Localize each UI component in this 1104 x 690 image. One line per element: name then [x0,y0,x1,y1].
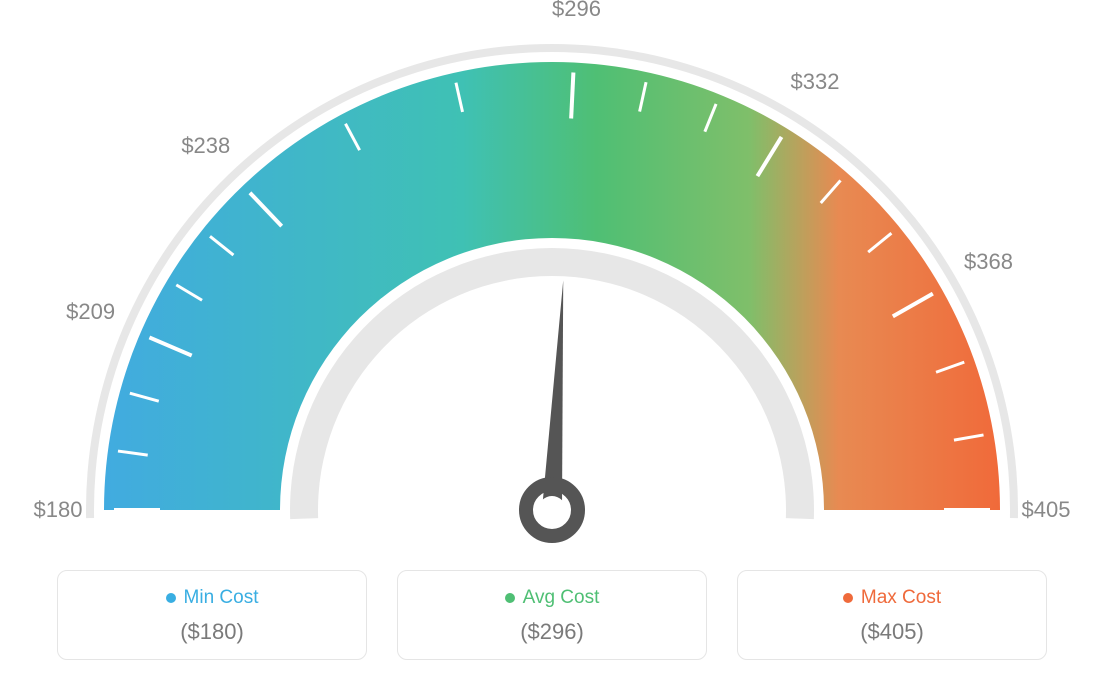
legend-card-min: Min Cost ($180) [57,570,367,660]
gauge-tick-label: $296 [552,0,601,22]
legend-value-max: ($405) [748,619,1036,645]
legend-label-max: Max Cost [861,587,941,609]
legend: Min Cost ($180) Avg Cost ($296) Max Cost… [0,570,1104,680]
gauge-tick-label: $209 [66,299,115,325]
gauge-tick-label: $238 [181,133,230,159]
gauge-tick-label: $368 [964,249,1013,275]
legend-dot-avg [505,593,515,603]
gauge-svg [22,0,1082,560]
legend-card-max: Max Cost ($405) [737,570,1047,660]
legend-dot-max [843,593,853,603]
legend-title-max: Max Cost [843,587,941,609]
legend-value-min: ($180) [68,619,356,645]
gauge-tick-label: $180 [34,497,83,523]
legend-title-avg: Avg Cost [505,587,600,609]
gauge-tick-label: $332 [791,69,840,95]
chart-container: $180 $209 $238 $296 $332 $368 $405 Min Cost ($… [0,0,1104,690]
legend-dot-min [166,593,176,603]
legend-card-avg: Avg Cost ($296) [397,570,707,660]
legend-label-min: Min Cost [184,587,259,609]
gauge-tick-label: $405 [1022,497,1071,523]
gauge-chart: $180 $209 $238 $296 $332 $368 $405 [22,0,1082,560]
legend-title-min: Min Cost [166,587,259,609]
legend-value-avg: ($296) [408,619,696,645]
legend-label-avg: Avg Cost [523,587,600,609]
